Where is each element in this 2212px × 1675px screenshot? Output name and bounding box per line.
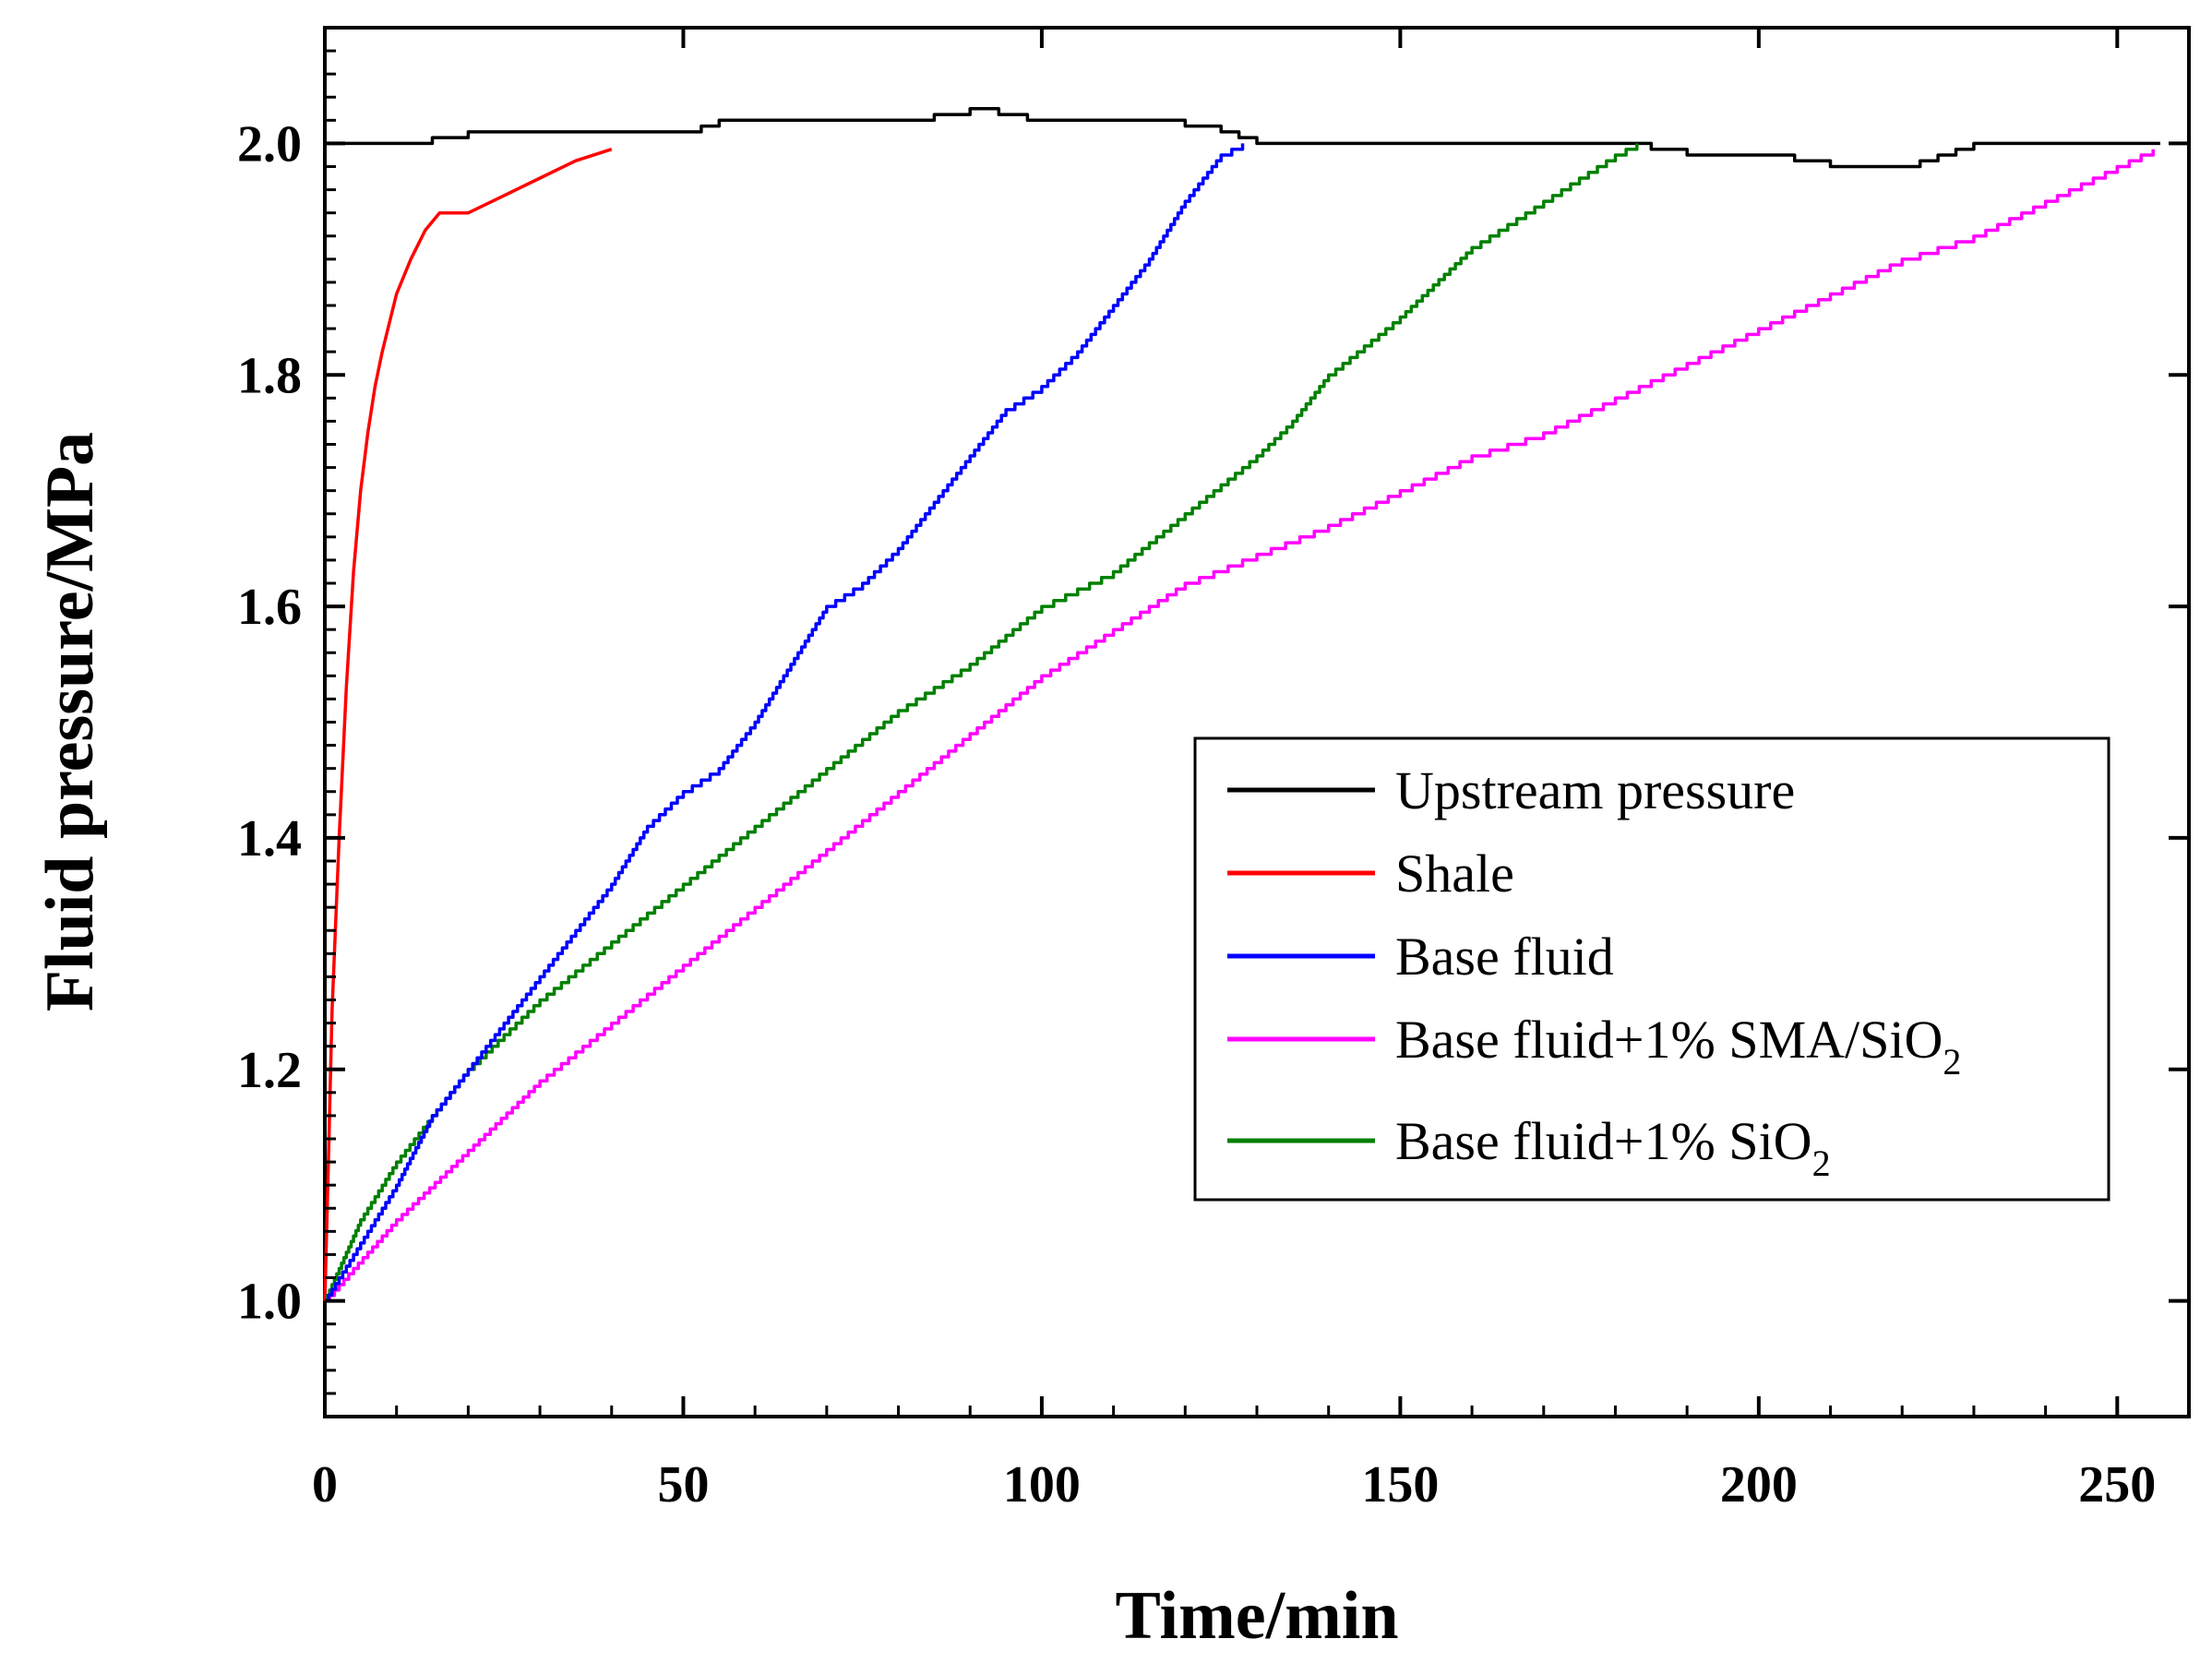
x-tick-label: 200 — [1720, 1456, 1798, 1513]
series-line-1 — [323, 148, 613, 1301]
y-tick-label: 1.8 — [237, 347, 302, 404]
y-tick-label: 1.4 — [237, 810, 302, 867]
x-tick-label: 250 — [2078, 1456, 2156, 1513]
y-tick-label: 1.0 — [237, 1274, 302, 1331]
series-line-0 — [325, 107, 2160, 169]
plot-frame — [323, 26, 2191, 1418]
legend-label: Upstream pressure — [1395, 760, 1795, 820]
series-line-2 — [325, 143, 1245, 1303]
legend-label: Base fluid — [1395, 927, 1614, 987]
x-axis-title: Time/min — [1116, 1578, 1399, 1654]
y-tick-label: 2.0 — [237, 115, 302, 173]
x-tick-label: 0 — [312, 1456, 338, 1513]
legend-label: Shale — [1395, 843, 1514, 903]
tick-layer: 0 50 100 150 200 250 1.0 1.2 1.4 1.6 1.8 2.0 — [237, 26, 2189, 1513]
y-tick-label: 1.2 — [237, 1042, 302, 1099]
x-tick-label: 100 — [1003, 1456, 1081, 1513]
x-tick-label: 150 — [1361, 1456, 1439, 1513]
y-tick-label: 1.6 — [237, 579, 302, 636]
legend-box — [1193, 736, 2110, 1202]
y-axis-title: Fluid pressure/MPa — [32, 432, 108, 1011]
x-tick-label: 50 — [657, 1456, 709, 1513]
series-line-3 — [325, 149, 2155, 1303]
